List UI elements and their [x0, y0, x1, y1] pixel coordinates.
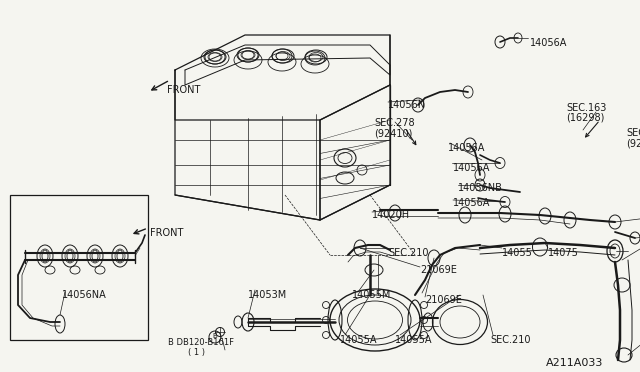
Text: SEC.210: SEC.210	[388, 248, 429, 258]
Text: (92410): (92410)	[374, 128, 412, 138]
Text: 14056A: 14056A	[448, 143, 485, 153]
Text: FRONT: FRONT	[167, 85, 200, 95]
Text: FRONT: FRONT	[150, 228, 184, 238]
Text: (92400): (92400)	[626, 138, 640, 148]
Text: 21069E: 21069E	[425, 295, 462, 305]
Text: 14055A: 14055A	[340, 335, 378, 345]
Text: 21069E: 21069E	[420, 265, 457, 275]
Text: 14055A: 14055A	[395, 335, 433, 345]
Text: 14056A: 14056A	[453, 163, 490, 173]
Text: SEC.278: SEC.278	[374, 118, 415, 128]
Bar	[10, 195, 148, 340]
Text: 14075: 14075	[548, 248, 579, 258]
Text: 14055: 14055	[502, 248, 533, 258]
Text: 14056NB: 14056NB	[458, 183, 503, 193]
Text: SEC.163: SEC.163	[566, 103, 606, 113]
Text: 14056A: 14056A	[530, 38, 568, 48]
Text: (16298): (16298)	[566, 113, 604, 123]
Text: SEC.210: SEC.210	[490, 335, 531, 345]
Text: A211A033: A211A033	[546, 358, 604, 368]
Text: 14020H: 14020H	[372, 210, 410, 220]
Text: 14056NA: 14056NA	[62, 290, 107, 300]
Text: 14053M: 14053M	[248, 290, 287, 300]
Text: 14056A: 14056A	[453, 198, 490, 208]
Text: ( 1 ): ( 1 )	[188, 348, 205, 357]
Text: SEC.278: SEC.278	[626, 128, 640, 138]
Text: B DB120-B161F: B DB120-B161F	[168, 338, 234, 347]
Text: B: B	[212, 333, 218, 339]
Text: 14055M: 14055M	[352, 290, 392, 300]
Text: 14056N: 14056N	[388, 100, 426, 110]
